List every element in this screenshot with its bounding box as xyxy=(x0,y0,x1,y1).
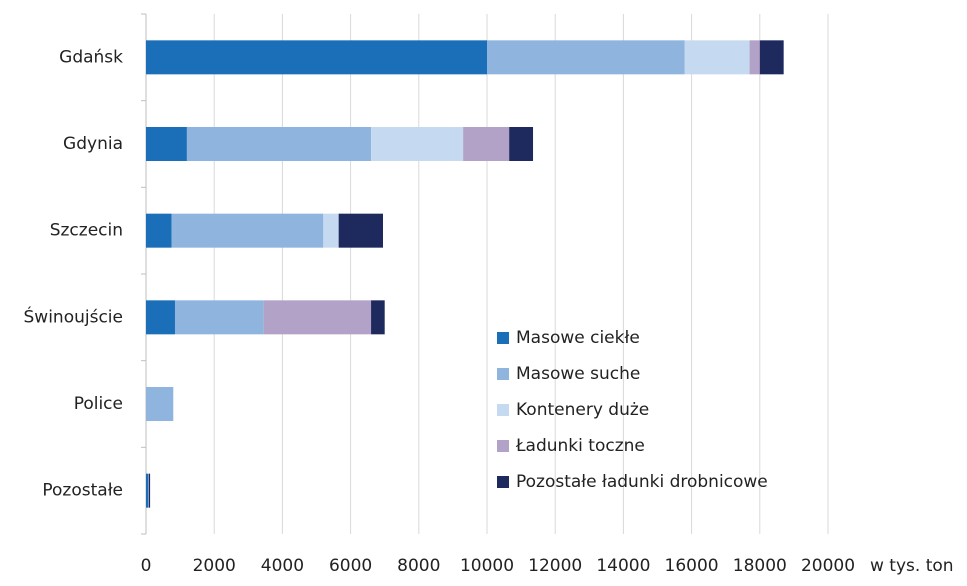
y-tick-label: Pozostałe xyxy=(42,481,123,501)
x-tick-label: 0 xyxy=(141,556,152,576)
x-tick-label: 12000 xyxy=(528,556,582,576)
bar-segment xyxy=(371,127,464,161)
bar-segment xyxy=(749,40,760,75)
legend-label: Ładunki toczne xyxy=(515,436,645,456)
bar-segment xyxy=(148,473,149,508)
x-tick-label: 18000 xyxy=(733,556,787,576)
bar-segment xyxy=(509,127,534,161)
bar-segment xyxy=(338,213,383,248)
bar-segment xyxy=(146,300,175,335)
x-axis-label: w tys. ton xyxy=(870,556,954,576)
legend-swatch xyxy=(497,404,509,416)
x-tick-label: 6000 xyxy=(329,556,372,576)
bar-segment xyxy=(146,387,174,421)
bar-segment xyxy=(759,40,784,75)
legend-label: Pozostałe ładunki drobnicowe xyxy=(516,472,768,492)
bar-segment xyxy=(171,213,324,248)
y-tick-label: Gdańsk xyxy=(59,47,123,67)
y-tick-label: Szczecin xyxy=(50,221,123,241)
bar-segment xyxy=(146,127,187,161)
legend-label: Masowe ciekłe xyxy=(516,328,640,348)
legend-label: Kontenery duże xyxy=(516,400,649,420)
x-tick-label: 2000 xyxy=(193,556,236,576)
x-tick-label: 4000 xyxy=(261,556,304,576)
bar-segment xyxy=(186,127,372,161)
bar-segment xyxy=(323,213,339,248)
legend-label: Masowe suche xyxy=(516,364,640,384)
bar-segment xyxy=(263,300,372,335)
bar-segment xyxy=(463,127,510,161)
bar-segment xyxy=(148,473,151,508)
legend-swatch xyxy=(497,368,509,380)
x-tick-label: 10000 xyxy=(460,556,514,576)
legend-swatch xyxy=(497,476,509,488)
y-tick-label: Police xyxy=(74,394,123,414)
x-tick-label: 16000 xyxy=(665,556,719,576)
x-tick-label: 8000 xyxy=(397,556,440,576)
y-tick-label: Świnoujście xyxy=(24,305,123,327)
bar-segment xyxy=(146,40,487,75)
bar-segment xyxy=(487,40,685,75)
legend-swatch xyxy=(497,332,509,344)
bar-segment xyxy=(174,300,264,335)
legend-swatch xyxy=(497,440,509,452)
bar-segment xyxy=(684,40,750,75)
x-tick-label: 20000 xyxy=(801,556,855,576)
bar-segment xyxy=(146,213,172,248)
x-tick-label: 14000 xyxy=(596,556,650,576)
bar-segment xyxy=(371,300,385,335)
bar-segment xyxy=(146,473,149,508)
y-tick-label: Gdynia xyxy=(63,134,123,154)
